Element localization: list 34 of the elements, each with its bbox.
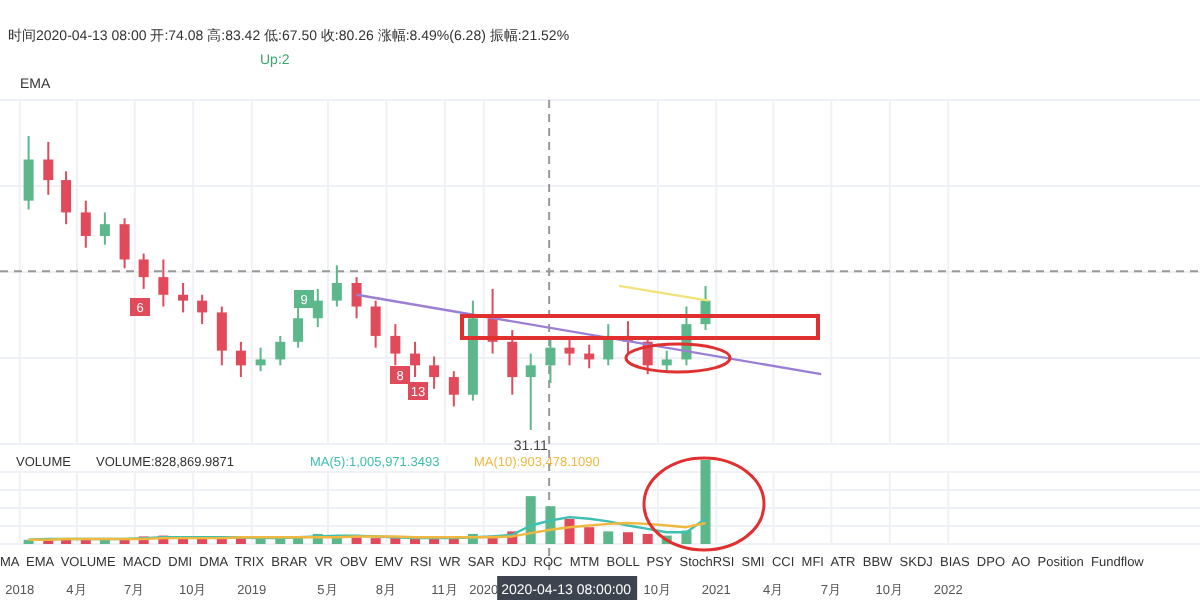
candlestick	[564, 337, 575, 367]
candlestick	[331, 264, 342, 308]
candlestick	[178, 282, 189, 314]
candlestick	[138, 252, 149, 290]
bar	[584, 527, 595, 544]
candlestick	[429, 355, 440, 390]
candlestick	[255, 346, 266, 373]
candlestick	[410, 340, 421, 379]
candlestick	[99, 211, 110, 246]
bar	[410, 538, 421, 544]
candlestick	[661, 349, 672, 373]
candlestick	[275, 334, 286, 367]
candlestick	[525, 352, 536, 431]
bar	[255, 538, 266, 544]
candlestick	[351, 276, 362, 320]
bar	[700, 460, 711, 544]
bar	[622, 532, 633, 544]
candlestick	[23, 135, 34, 211]
candlestick	[80, 199, 91, 249]
bar	[642, 533, 653, 544]
bar	[370, 538, 381, 544]
candlestick	[61, 170, 72, 226]
candlestick	[119, 217, 130, 270]
candlestick	[507, 329, 518, 396]
bar	[603, 531, 614, 544]
candlestick	[545, 334, 556, 384]
bar	[390, 538, 401, 544]
candlestick	[43, 140, 54, 196]
candlestick	[370, 299, 381, 349]
candlestick	[448, 370, 459, 408]
candlestick	[235, 340, 246, 379]
candlestick	[197, 293, 208, 326]
candlestick	[216, 305, 227, 367]
candlestick	[158, 258, 169, 308]
